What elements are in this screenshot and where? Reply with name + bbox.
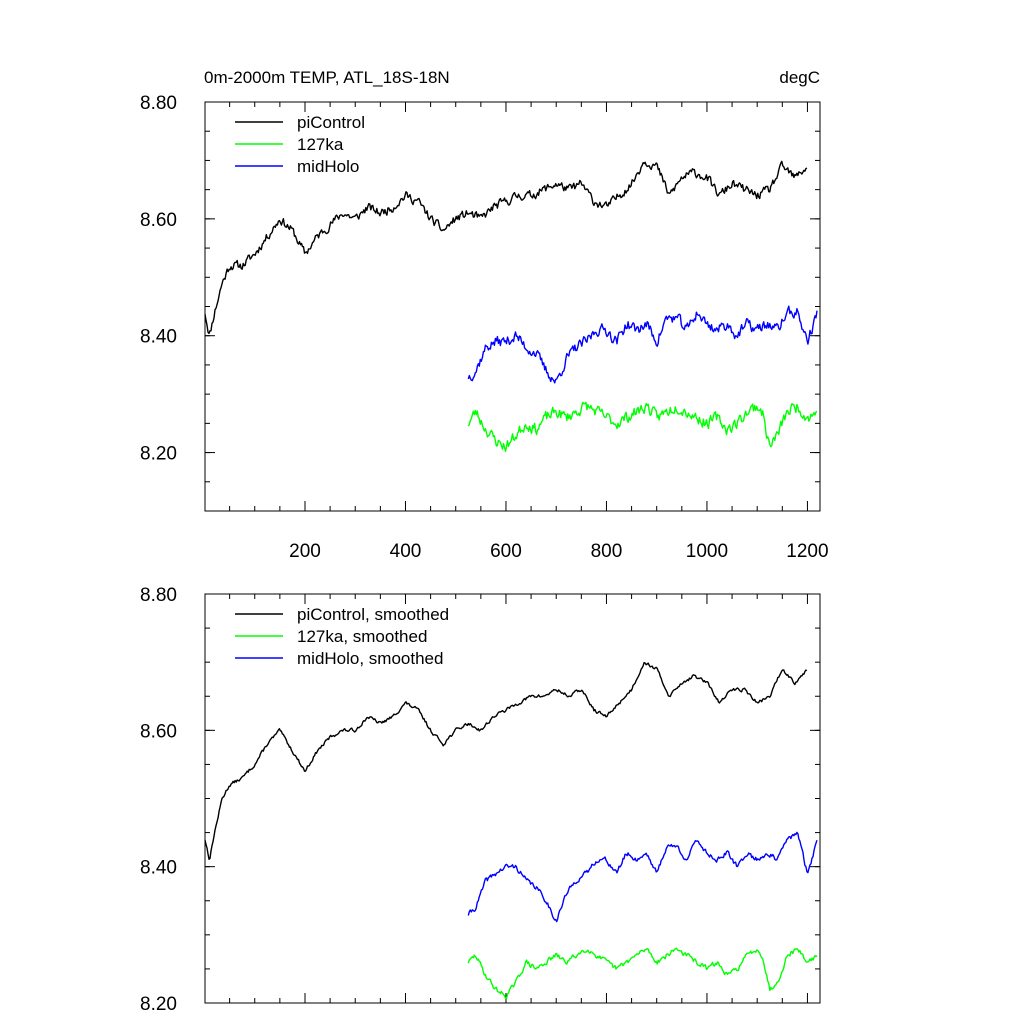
x-tick-label: 600: [490, 541, 522, 562]
x-tick-label: 200: [289, 541, 321, 562]
series-line-1: [467, 947, 818, 1000]
legend-label: 127ka: [297, 135, 344, 154]
panel1-legend: piControl 127ka midHolo: [235, 113, 365, 176]
x-tick-label: 1000: [686, 541, 728, 562]
y-tick-label: 8.20: [140, 994, 177, 1015]
legend-label: piControl, smoothed: [297, 605, 449, 624]
series-line-1: [467, 401, 818, 452]
panel1-ticks: 8.20 8.40 8.60 8.80 200 400 600 800 1000 1200: [140, 93, 829, 562]
x-tick-label: 400: [390, 541, 422, 562]
series-line-0: [204, 160, 808, 335]
y-tick-label: 8.80: [140, 585, 177, 606]
panel1-lines: [204, 160, 818, 452]
x-tick-label: 800: [591, 541, 623, 562]
series-line-0: [204, 661, 808, 860]
panel2-lines: [204, 661, 818, 1000]
panel1-units: degC: [779, 68, 820, 87]
y-tick-label: 8.60: [140, 210, 177, 231]
x-tick-label: 1200: [786, 541, 828, 562]
legend-label: piControl: [297, 113, 365, 132]
panel1-title: 0m-2000m TEMP, ATL_18S-18N: [204, 68, 450, 87]
series-line-2: [467, 305, 818, 384]
y-tick-label: 8.40: [140, 327, 177, 348]
y-tick-label: 8.80: [140, 93, 177, 114]
y-tick-label: 8.20: [140, 444, 177, 465]
y-tick-label: 8.40: [140, 858, 177, 879]
legend-label: 127ka, smoothed: [297, 627, 427, 646]
panel2-ticks: 8.20 8.40 8.60 8.80: [140, 585, 820, 1015]
panel2-legend: piControl, smoothed 127ka, smoothed midHol…: [235, 605, 449, 668]
legend-label: midHolo: [297, 157, 359, 176]
legend-label: midHolo, smoothed: [297, 649, 443, 668]
series-line-2: [467, 831, 818, 923]
y-tick-label: 8.60: [140, 721, 177, 742]
